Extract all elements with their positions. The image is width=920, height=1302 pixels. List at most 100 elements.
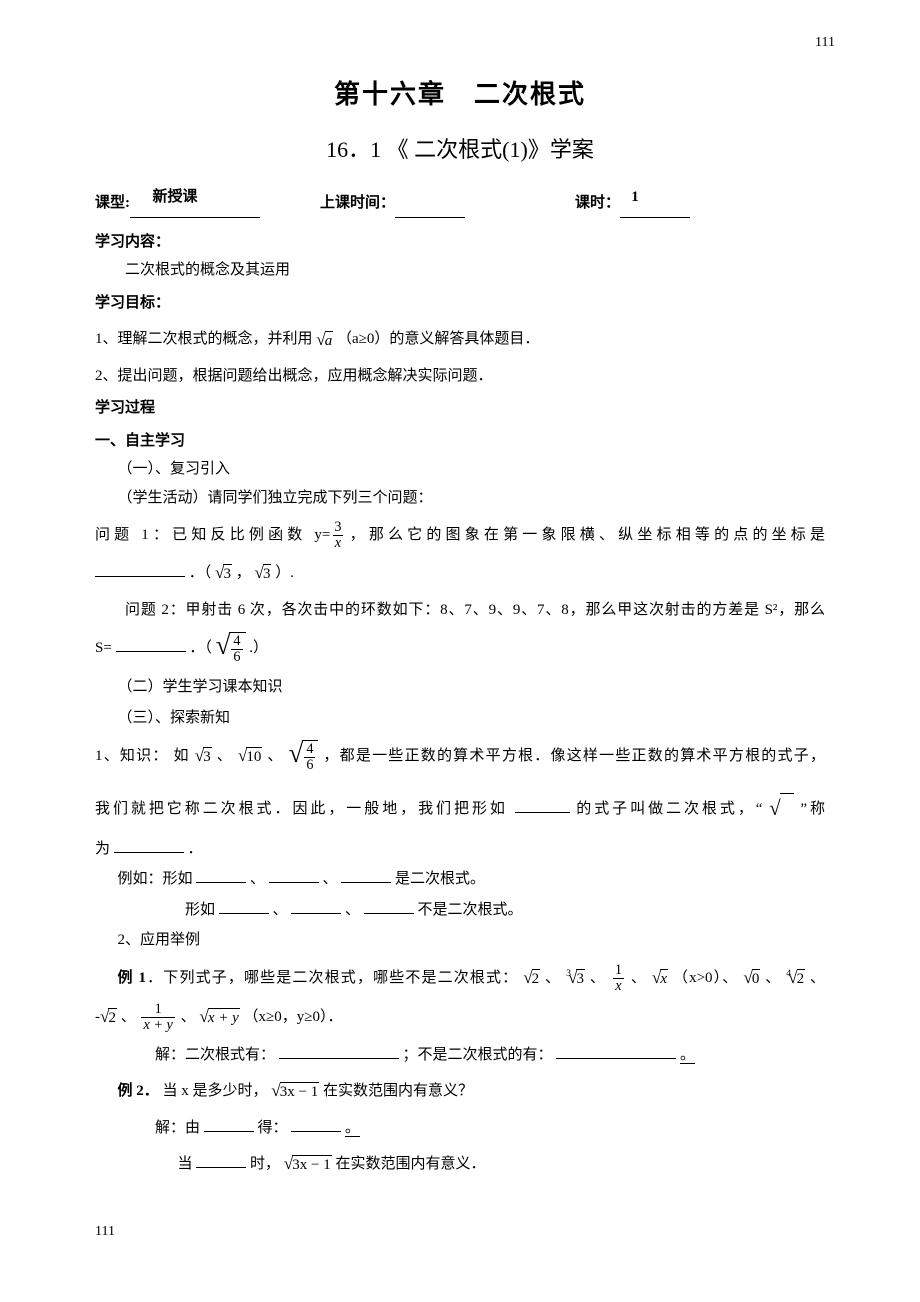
ex-like-b2 — [269, 882, 319, 883]
sqrt-a-icon: √a — [316, 331, 333, 350]
q1-ans-sep: ， — [236, 565, 251, 581]
ex-like-b3 — [341, 882, 391, 883]
ex2-post: 在实数范围内有意义？ — [323, 1083, 473, 1099]
ex2-sol1-b2 — [291, 1131, 341, 1132]
page-number-bottom: 111 — [95, 1219, 825, 1246]
ex1-c-den: x — [613, 978, 623, 994]
ex-like-post: 是二次根式。 — [395, 871, 485, 887]
k2-mid: 的式子叫做二次根式，“ — [576, 801, 762, 817]
k2-blank2 — [114, 852, 184, 853]
ex2-sol1-b1 — [204, 1131, 254, 1132]
sqrt-3b-icon: √3 — [255, 564, 272, 583]
sqrt-x-icon: √x — [652, 969, 668, 988]
type-label: 课型: — [95, 189, 130, 218]
ex1-e: 0 — [752, 969, 761, 988]
ex-unlike-s2: 、 — [345, 902, 360, 918]
goal-2: 2、提出问题，根据问题给出概念，应用概念解决实际问题． — [95, 362, 825, 391]
q1-ans-post: ）. — [275, 565, 294, 581]
q1: 问题 1：已知反比例函数 y=3x，那么它的图象在第一象限横、纵坐标相等的点的坐… — [95, 520, 825, 551]
q2-s-mid: ．（ — [189, 640, 212, 656]
type-value: 新授课 — [130, 189, 220, 218]
app-head: 2、应用举例 — [95, 926, 825, 955]
q1-pre: 问题 1：已知反比例函数 y= — [95, 527, 330, 543]
k1-c-num: 4 — [304, 742, 315, 757]
ex1-sol-pre: 解：二次根式有： — [155, 1047, 275, 1063]
ex1-i-cond: （x≥0，y≥0）． — [244, 1009, 343, 1025]
ex2-sqrt: 3x − 1 — [280, 1082, 319, 1101]
sqrt-2-icon: √2 — [523, 969, 540, 988]
time-label: 上课时间： — [320, 189, 395, 218]
q2-frac: 46 — [231, 634, 242, 665]
sec2: （二）学生学习课本知识 — [95, 673, 825, 702]
k2-post: ”称 — [800, 801, 825, 817]
ex-like-s2: 、 — [323, 871, 338, 887]
ex-unlike-b3 — [364, 913, 414, 914]
process-head: 学习过程 — [95, 394, 825, 423]
ex2-sol2-post: 在实数范围内有意义． — [335, 1156, 485, 1172]
q1-ans-b: 3 — [263, 564, 272, 583]
ex2-sol2-pre: 当 — [178, 1156, 193, 1172]
page: 111 第十六章 二次根式 16．1 《 二次根式(1)》学案 课型: 新授课 … — [0, 0, 920, 1302]
ex-like-s1: 、 — [250, 871, 265, 887]
ex2-sol2-mid: 时， — [250, 1156, 280, 1172]
content-head: 学习内容： — [95, 228, 825, 257]
ex-unlike-post: 不是二次根式。 — [418, 902, 523, 918]
ex2-sol1: 解：由 得： 。 — [95, 1114, 825, 1143]
k2-wei: 为 — [95, 841, 110, 857]
sqrt-46b-icon: √46 — [289, 740, 319, 773]
ex1-b: 3 — [576, 969, 585, 988]
neg-sqrt-2-icon: √2 — [100, 1008, 117, 1027]
q2: 问题 2：甲射击 6 次，各次击中的环数如下：8、7、9、9、7、8，那么甲这次… — [95, 596, 825, 625]
sqrt-46-icon: √46 — [216, 632, 246, 665]
knowledge-1: 1、知识： 如 √3 、 √10 、 √46 ，都是一些正数的算术平方根．像这样… — [95, 740, 825, 773]
time-value — [395, 189, 465, 218]
ex1: 例 1．下列式子，哪些是二次根式，哪些不是二次根式： √2 、 3√3 、 1x… — [95, 963, 825, 994]
q1-blank — [95, 576, 185, 577]
sqrt-a-radicand: a — [325, 331, 334, 350]
ex2-pre: 当 x 是多少时， — [163, 1083, 268, 1099]
knowledge-2: 我们就把它称二次根式．因此，一般地，我们把形如 的式子叫做二次根式，“ √ ”称 — [95, 787, 825, 827]
q1-frac-num: 3 — [332, 520, 343, 535]
ex-unlike-s1: 、 — [273, 902, 288, 918]
ex1-i: x + y — [208, 1008, 240, 1027]
ex2-sol2: 当 时， √3x − 1 在实数范围内有意义． — [95, 1150, 825, 1179]
q2-s-post: .） — [249, 640, 268, 656]
root4-2-icon: 4√2 — [786, 969, 805, 988]
ex1-cont: -√2 、 1x + y 、 √x + y （x≥0，y≥0）． — [95, 1002, 825, 1033]
ex2: 例 2． 当 x 是多少时， √3x − 1 在实数范围内有意义？ — [95, 1077, 825, 1106]
ex1-c-frac: 1x — [613, 963, 624, 994]
sqrt-3x1b-icon: √3x − 1 — [284, 1155, 332, 1174]
meta-row: 课型: 新授课 上课时间： 课时： 1 — [95, 189, 825, 218]
k2-pre: 我们就把它称二次根式．因此，一般地，我们把形如 — [95, 801, 508, 817]
q2-frac-num: 4 — [231, 634, 242, 649]
ex-unlike: 形如 、 、 不是二次根式。 — [95, 896, 825, 925]
k1-frac: 46 — [304, 742, 315, 773]
k1-c-den: 6 — [304, 757, 315, 773]
k2-blank1 — [515, 812, 570, 813]
review-head: （一）、复习引入 — [95, 455, 825, 484]
goal-head: 学习目标： — [95, 289, 825, 318]
k1-b: 10 — [246, 747, 262, 766]
ex1-a: 2 — [532, 969, 541, 988]
q1-answer: ．（ √3 ， √3 ）. — [95, 559, 825, 588]
goal-1: 1、理解二次根式的概念，并利用 √a （a≥0）的意义解答具体题目． — [95, 325, 825, 354]
k1-a: 3 — [203, 747, 212, 766]
q1-frac: 3x — [332, 520, 343, 551]
period-value: 1 — [620, 189, 650, 218]
q1-frac-den: x — [333, 535, 343, 551]
ex1-sol-mid: ；不是二次根式的有： — [403, 1047, 553, 1063]
chapter-title: 第十六章 二次根式 — [95, 70, 825, 119]
ex2-label: 例 2． — [118, 1083, 159, 1099]
activity-line: （学生活动）请同学们独立完成下列三个问题： — [95, 484, 825, 513]
sqrt-3x1-icon: √3x − 1 — [271, 1082, 319, 1101]
k1-sep1: 、 — [217, 748, 233, 764]
q2-frac-den: 6 — [231, 649, 242, 665]
q2-blank — [116, 651, 186, 652]
ex1-sol-end: 。 — [680, 1047, 695, 1065]
ex-unlike-pre: 形如 — [185, 902, 215, 918]
sqrt-0-icon: √0 — [743, 969, 760, 988]
ex1-text: ．下列式子，哪些是二次根式，哪些不是二次根式： — [146, 970, 518, 986]
cbrt-3-icon: 3√3 — [566, 969, 585, 988]
ex2-sol1-pre: 解：由 — [155, 1120, 200, 1136]
k1-sep2: 、 — [267, 748, 283, 764]
